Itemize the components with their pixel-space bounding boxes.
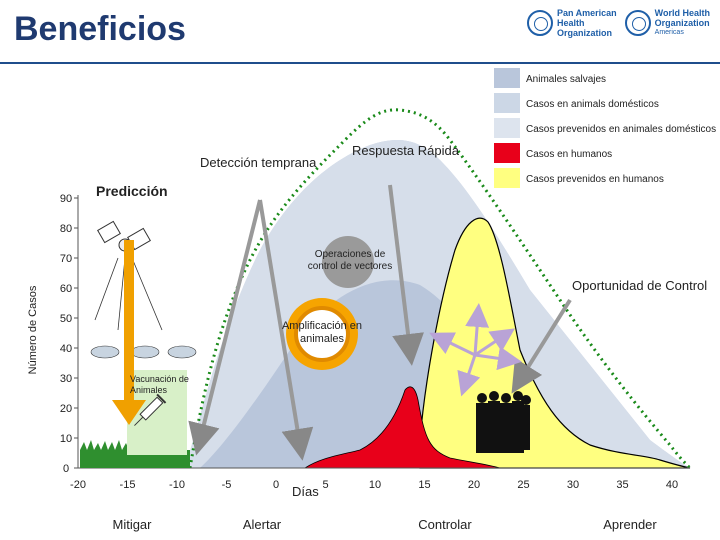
- y-tick-label: 80: [60, 223, 72, 235]
- x-tick-label: -15: [120, 479, 136, 491]
- x-tick-label: 40: [666, 479, 678, 491]
- stage-label: Controlar: [418, 517, 472, 532]
- x-tick-label: 10: [369, 479, 381, 491]
- label-operaciones: Operaciones de control de vectores: [307, 249, 393, 272]
- y-tick-label: 90: [60, 193, 72, 205]
- x-tick-labels: -20 -15 -10 -5 0 5 10 15 20 25 30 35 40: [70, 479, 678, 491]
- gray-arrow-2: [258, 199, 314, 461]
- x-tick-label: 35: [616, 479, 628, 491]
- who-emblem-icon: [624, 10, 651, 36]
- y-tick-label: 0: [63, 463, 69, 475]
- label-oportunidad: Oportunidad de Control: [572, 278, 707, 293]
- x-tick-label: -10: [169, 479, 185, 491]
- paho-line3: Organization: [556, 28, 612, 38]
- label-vacunacion: Vacunación de Animales: [130, 374, 189, 395]
- who-line3: Americas: [654, 29, 684, 36]
- y-tick-label: 50: [60, 313, 72, 325]
- gray-arrow-3: [388, 184, 424, 366]
- who-logo: World Health Organization Americas: [624, 8, 710, 38]
- x-tick-label: -5: [222, 479, 232, 491]
- y-tick-label: 70: [60, 253, 72, 265]
- x-tick-label: 25: [517, 479, 529, 491]
- y-tick-labels: 0 10 20 30 40 50 60 70 80 90: [60, 193, 78, 475]
- legend-label: Casos en humanos: [526, 149, 612, 160]
- prediction-arrow: [112, 240, 146, 425]
- who-line1: World Health: [654, 8, 710, 18]
- label-prediccion: Predicción: [96, 183, 168, 199]
- legend-swatch: [494, 93, 520, 113]
- stage-label: Aprender: [603, 517, 657, 532]
- x-tick-label: 0: [273, 479, 279, 491]
- amplification-gear-icon: [286, 298, 358, 370]
- x-tick-label: 15: [418, 479, 430, 491]
- y-tick-label: 60: [60, 283, 72, 295]
- lilac-spread-arrows: [429, 303, 522, 397]
- logos: Pan American Health Organization World H…: [526, 8, 710, 38]
- legend-label: Casos prevenidos en humanos: [526, 174, 664, 185]
- x-tick-label: -20: [70, 479, 86, 491]
- label-deteccion: Detección temprana: [200, 155, 317, 170]
- y-tick-label: 30: [60, 373, 72, 385]
- paho-line2: Health: [556, 18, 585, 28]
- gray-arrow-4: [511, 298, 572, 394]
- domestic-prevented-area: [185, 140, 690, 468]
- stage-label: Mitigar: [112, 517, 152, 532]
- gray-arrow-1: [188, 199, 262, 456]
- y-tick-label: 40: [60, 343, 72, 355]
- label-dias: Días: [292, 484, 319, 499]
- who-line2: Organization: [654, 18, 710, 28]
- legend-swatch: [494, 68, 520, 88]
- vector-control-circle: [322, 236, 374, 288]
- title-divider: [0, 62, 720, 64]
- paho-emblem-icon: [526, 10, 553, 36]
- x-tick-label: 5: [322, 479, 328, 491]
- paho-logo: Pan American Health Organization: [526, 8, 617, 38]
- people-icon: [476, 391, 531, 453]
- legend: Animales salvajes Casos en animals domést…: [494, 68, 716, 188]
- legend-swatch: [494, 143, 520, 163]
- syringe-icon: [134, 393, 167, 426]
- y-axis-title: Número de Casos: [27, 285, 39, 374]
- y-tick-label: 20: [60, 403, 72, 415]
- cloud-icons: [90, 345, 197, 359]
- x-tick-label: 20: [468, 479, 480, 491]
- legend-label: Casos en animals domésticos: [526, 99, 659, 110]
- legend-swatch: [494, 118, 520, 138]
- legend-label: Animales salvajes: [526, 74, 606, 85]
- paho-line1: Pan American: [556, 8, 617, 18]
- stage-label: Alertar: [242, 517, 282, 532]
- x-tick-label: 30: [567, 479, 579, 491]
- label-amplificacion: Amplificación en animales: [281, 320, 363, 345]
- page-title: Beneficios: [14, 10, 186, 48]
- label-respuesta: Respuesta Rápida: [352, 143, 460, 158]
- legend-label: Casos prevenidos en animales domésticos: [526, 124, 716, 135]
- human-cases-area: [303, 386, 501, 469]
- y-tick-label: 10: [60, 433, 72, 445]
- legend-swatch: [494, 168, 520, 188]
